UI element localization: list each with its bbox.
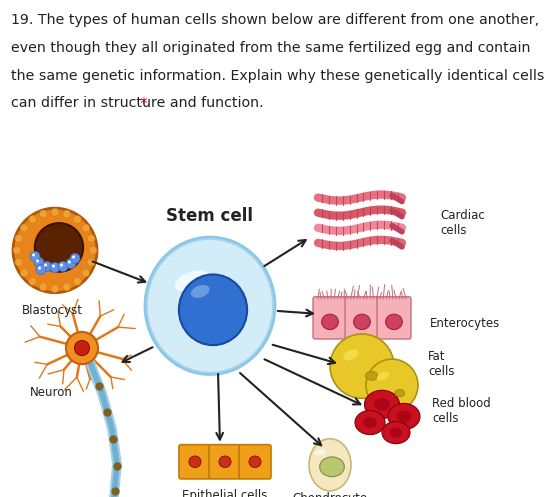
Text: 19. The types of human cells shown below are different from one another,: 19. The types of human cells shown below… xyxy=(11,13,539,27)
Circle shape xyxy=(29,277,37,285)
Ellipse shape xyxy=(354,314,370,330)
Ellipse shape xyxy=(320,457,344,477)
Circle shape xyxy=(36,264,46,274)
Circle shape xyxy=(20,224,28,232)
Ellipse shape xyxy=(145,237,275,374)
Text: Stem cell: Stem cell xyxy=(166,207,254,225)
Text: Fat
cells: Fat cells xyxy=(428,350,454,378)
Circle shape xyxy=(87,258,95,266)
Ellipse shape xyxy=(175,270,209,292)
FancyBboxPatch shape xyxy=(209,445,241,479)
Text: Chondrocyte: Chondrocyte xyxy=(292,492,368,497)
Circle shape xyxy=(82,269,90,277)
Ellipse shape xyxy=(363,417,377,428)
Text: *: * xyxy=(136,96,148,110)
Circle shape xyxy=(66,258,76,268)
Ellipse shape xyxy=(397,411,411,422)
Ellipse shape xyxy=(147,239,273,372)
Circle shape xyxy=(30,251,40,261)
Ellipse shape xyxy=(219,456,231,468)
Text: can differ in structure and function.: can differ in structure and function. xyxy=(11,96,264,110)
Circle shape xyxy=(50,262,60,272)
Ellipse shape xyxy=(189,456,201,468)
Ellipse shape xyxy=(315,449,326,455)
Circle shape xyxy=(29,216,37,224)
Ellipse shape xyxy=(365,371,378,380)
FancyBboxPatch shape xyxy=(345,297,379,339)
Ellipse shape xyxy=(322,314,338,330)
Ellipse shape xyxy=(388,404,420,429)
Ellipse shape xyxy=(365,390,400,418)
Ellipse shape xyxy=(386,314,403,330)
Circle shape xyxy=(72,255,75,258)
Circle shape xyxy=(68,260,71,263)
Ellipse shape xyxy=(309,439,351,491)
Circle shape xyxy=(82,224,90,232)
Ellipse shape xyxy=(330,334,394,399)
Circle shape xyxy=(39,283,47,291)
Circle shape xyxy=(39,210,47,218)
Text: Blastocyst: Blastocyst xyxy=(22,304,82,317)
Circle shape xyxy=(63,210,71,218)
Ellipse shape xyxy=(191,285,210,298)
Text: Epithelial cells: Epithelial cells xyxy=(182,489,267,497)
Circle shape xyxy=(63,283,71,291)
Circle shape xyxy=(15,235,23,243)
Circle shape xyxy=(13,247,21,254)
Circle shape xyxy=(87,235,95,243)
Ellipse shape xyxy=(366,359,418,412)
Text: the same genetic information. Explain why these genetically identical cells: the same genetic information. Explain wh… xyxy=(11,69,544,83)
Circle shape xyxy=(70,253,80,263)
Ellipse shape xyxy=(249,456,261,468)
Ellipse shape xyxy=(382,421,410,444)
FancyBboxPatch shape xyxy=(239,445,271,479)
Text: Red blood
cells: Red blood cells xyxy=(432,398,491,425)
Text: even though they all originated from the same fertilized egg and contain: even though they all originated from the… xyxy=(11,41,530,55)
Circle shape xyxy=(89,247,97,254)
Text: Enterocytes: Enterocytes xyxy=(430,318,500,331)
Ellipse shape xyxy=(374,398,390,411)
Circle shape xyxy=(42,261,52,271)
Ellipse shape xyxy=(377,372,389,381)
Circle shape xyxy=(32,253,35,256)
FancyBboxPatch shape xyxy=(179,445,211,479)
Circle shape xyxy=(51,208,59,216)
FancyBboxPatch shape xyxy=(377,297,411,339)
Text: Cardiac
cells: Cardiac cells xyxy=(440,209,485,237)
Circle shape xyxy=(15,258,23,266)
Ellipse shape xyxy=(13,208,97,293)
FancyBboxPatch shape xyxy=(313,297,347,339)
Circle shape xyxy=(73,277,81,285)
Circle shape xyxy=(58,261,68,271)
Circle shape xyxy=(34,257,44,267)
Ellipse shape xyxy=(66,332,98,364)
Ellipse shape xyxy=(35,223,83,272)
Ellipse shape xyxy=(395,390,405,397)
Ellipse shape xyxy=(343,349,358,360)
Circle shape xyxy=(38,266,41,269)
Circle shape xyxy=(60,263,63,266)
Circle shape xyxy=(52,264,55,267)
Text: Neuron: Neuron xyxy=(30,386,73,399)
Ellipse shape xyxy=(75,340,90,355)
Ellipse shape xyxy=(390,427,403,437)
Circle shape xyxy=(51,285,59,293)
Circle shape xyxy=(73,216,81,224)
Circle shape xyxy=(44,263,47,266)
Circle shape xyxy=(20,269,28,277)
Circle shape xyxy=(36,259,39,262)
Ellipse shape xyxy=(179,274,247,345)
Ellipse shape xyxy=(355,411,385,434)
